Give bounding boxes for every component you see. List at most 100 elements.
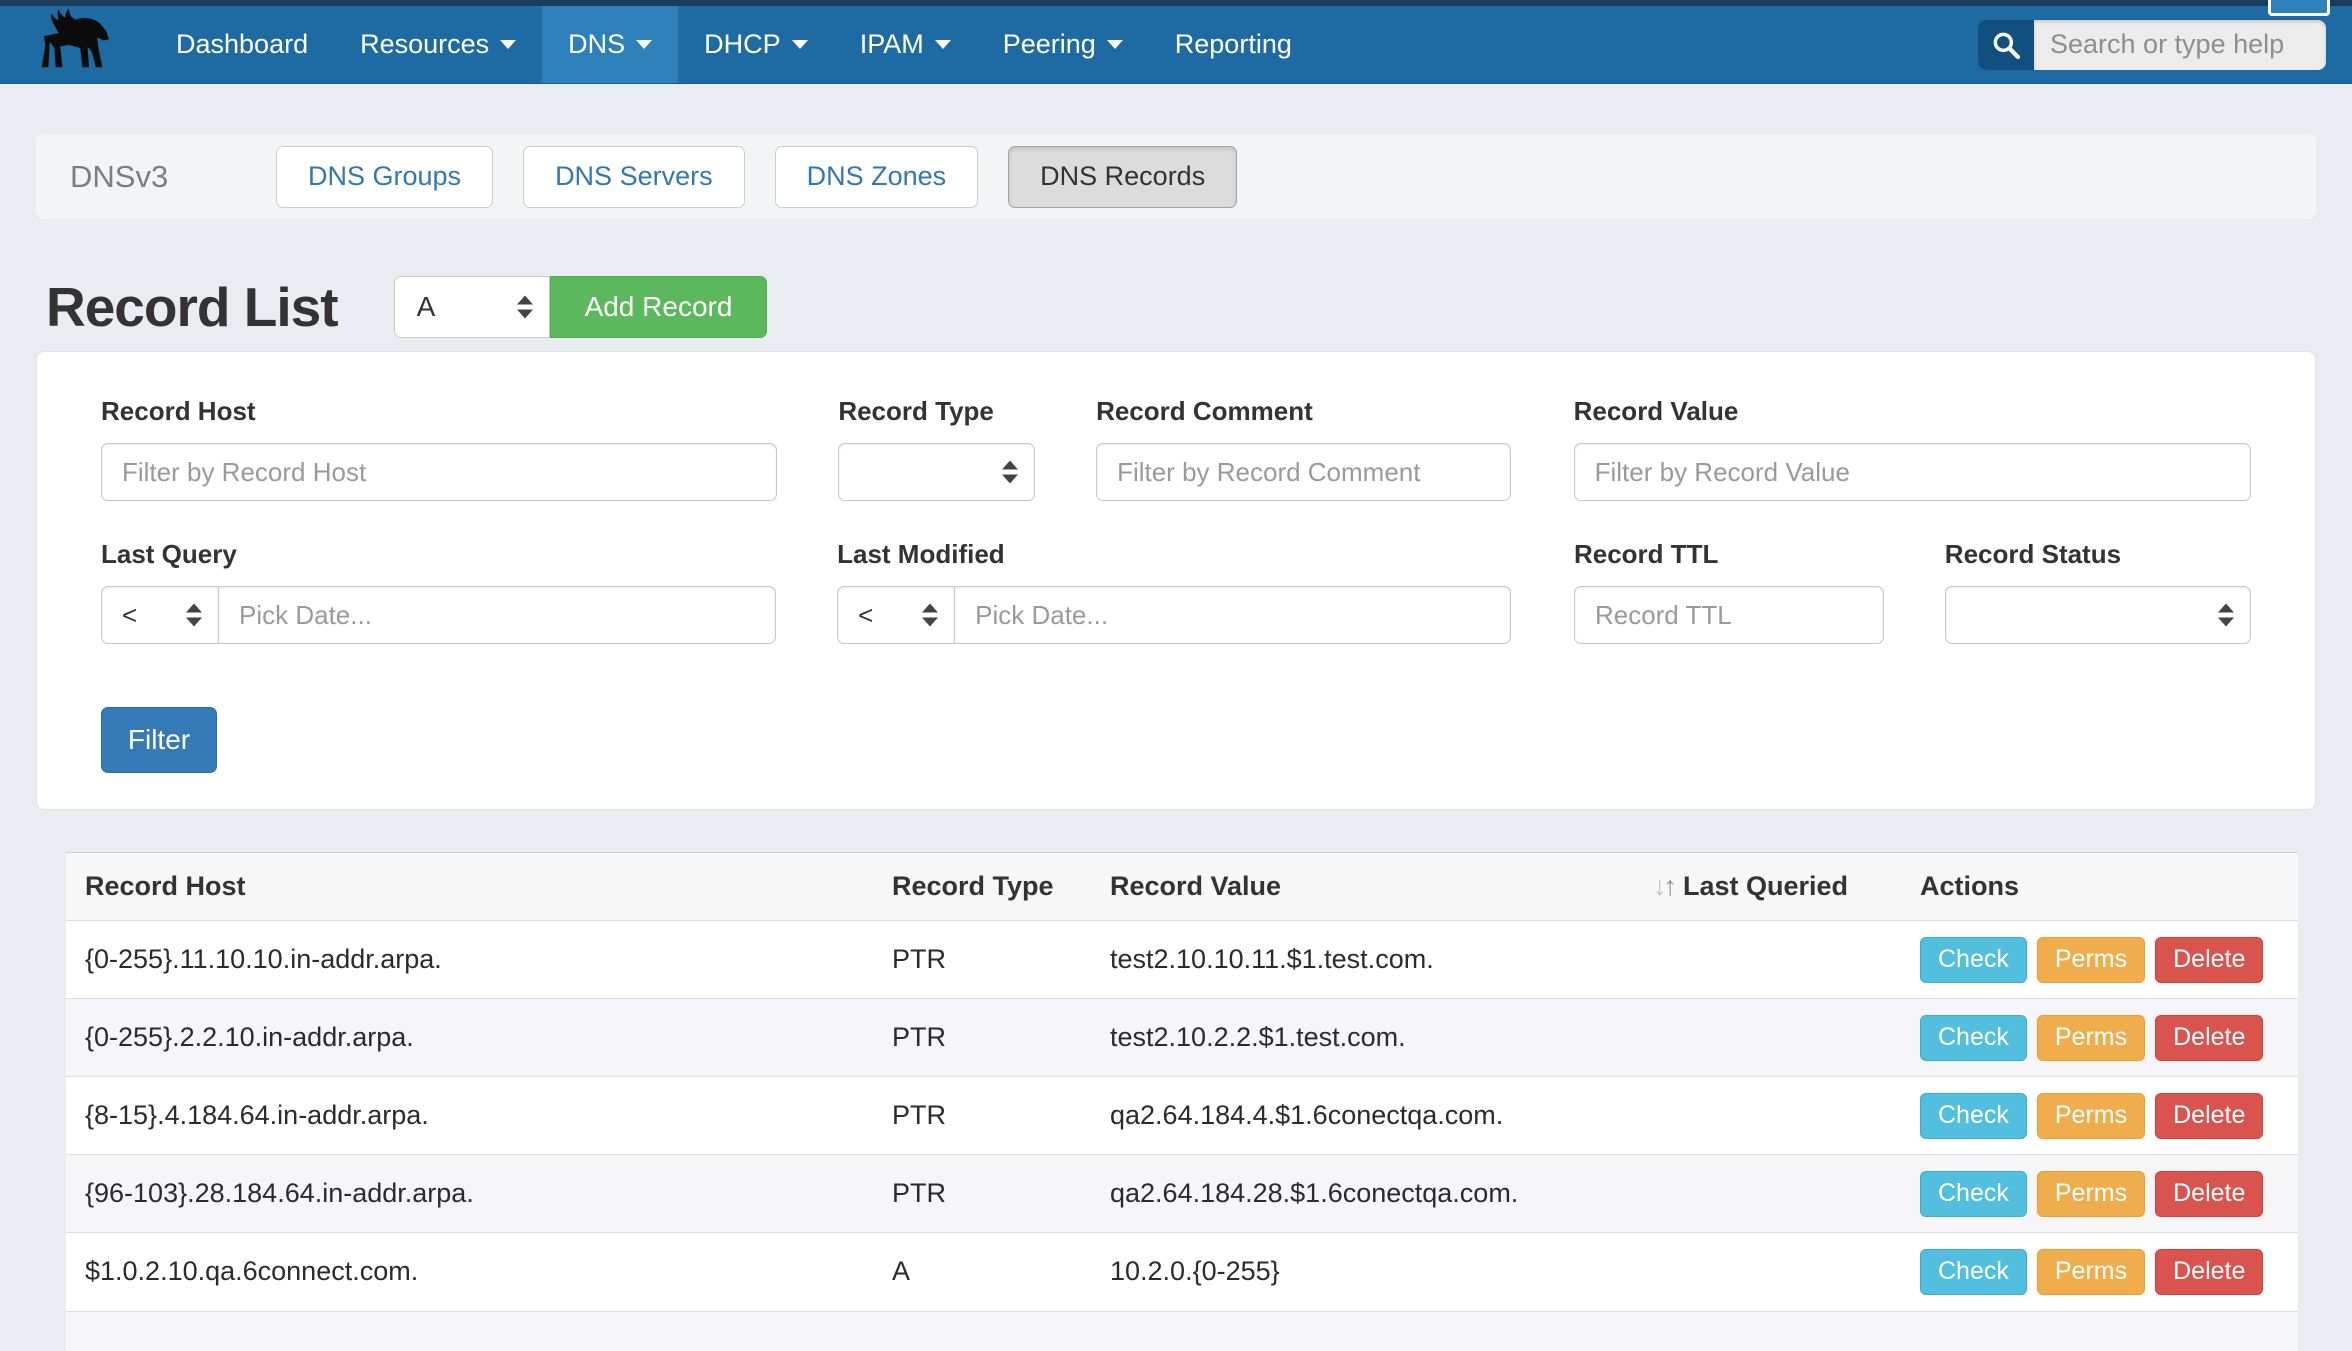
record-list-header: Record List A Add Record [46, 275, 2352, 339]
nav-item-reporting[interactable]: Reporting [1149, 6, 1318, 83]
check-button[interactable]: Check [1920, 936, 2027, 983]
header-actions: Actions [1920, 852, 2298, 921]
table-row: {0-255}.11.10.10.in-addr.arpa. PTR test2.1… [66, 920, 2298, 999]
search-input[interactable] [2034, 19, 2326, 70]
last-modified-operator-select[interactable]: < [837, 586, 956, 644]
record-type-selected: A [416, 291, 436, 322]
record-value-cell: qa2.64.184.4.$1.6conectqa.com. [1110, 1076, 1653, 1155]
header-record-host: Record Host [66, 852, 892, 921]
tab-dns-zones[interactable]: DNS Zones [774, 145, 979, 208]
record-status-label: Record Status [1944, 539, 2122, 569]
record-host-filter-input[interactable] [101, 443, 778, 501]
dnsv3-subnav: DNSv3 DNS Groups DNS Servers DNS Zones DNS … [36, 134, 2316, 219]
chevron-down-icon [500, 40, 517, 49]
records-tbody: {0-255}.11.10.10.in-addr.arpa. PTR test2.1… [66, 920, 2298, 1311]
tab-dns-records[interactable]: DNS Records [1008, 145, 1238, 208]
last-query-operator-select[interactable]: < [101, 586, 219, 644]
subnav-tabs: DNS Groups DNS Servers DNS Zones DNS Record… [276, 145, 1238, 208]
last-queried-cell [1653, 998, 1920, 1077]
delete-button[interactable]: Delete [2155, 1170, 2264, 1217]
add-record-button[interactable]: Add Record [549, 276, 768, 338]
nav-item-label: DHCP [704, 29, 781, 59]
select-arrows-icon [186, 603, 202, 627]
check-button[interactable]: Check [1920, 1014, 2027, 1061]
moose-logo[interactable] [0, 6, 150, 83]
select-arrows-icon [2218, 603, 2235, 627]
check-button[interactable]: Check [1920, 1170, 2027, 1217]
sort-ascending-icon: ↑ [1663, 871, 1678, 901]
nav-item-label: Peering [1002, 29, 1096, 59]
record-type-cell: PTR [892, 1076, 1110, 1155]
select-arrows-icon [922, 603, 939, 627]
check-button[interactable]: Check [1920, 1092, 2027, 1139]
actions-cell: Check Perms Delete [1920, 998, 2298, 1077]
sort-descending-icon: ↓ [1653, 871, 1666, 901]
select-arrows-icon [516, 295, 533, 319]
record-type-select[interactable]: A [393, 276, 550, 338]
last-queried-cell [1653, 920, 1920, 999]
add-record-group: A Add Record [393, 276, 768, 338]
record-host-cell: {0-255}.11.10.10.in-addr.arpa. [66, 920, 892, 999]
actions-cell: Check Perms Delete [1920, 1076, 2298, 1155]
record-value-filter-input[interactable] [1573, 443, 2251, 501]
header-last-queried[interactable]: ↓↑ Last Queried [1653, 852, 1920, 921]
nav-item-dashboard[interactable]: Dashboard [150, 6, 334, 83]
last-queried-cell [1653, 1154, 1920, 1233]
page-title: Record List [46, 276, 339, 338]
delete-button[interactable]: Delete [2155, 936, 2264, 983]
perms-button[interactable]: Perms [2036, 1014, 2146, 1061]
record-type-label: Record Type [838, 396, 994, 426]
perms-button[interactable]: Perms [2036, 1170, 2146, 1217]
delete-button[interactable]: Delete [2155, 1092, 2264, 1139]
nav-item-peering[interactable]: Peering [977, 6, 1149, 83]
table-row: {96-103}.28.184.64.in-addr.arpa. PTR qa2.6… [66, 1154, 2298, 1233]
nav-items: Dashboard Resources DNS DHCP IPAM Peering Repo… [150, 6, 1318, 83]
chevron-down-icon [934, 40, 951, 49]
last-modified-date-input[interactable] [955, 586, 1512, 644]
nav-item-resources[interactable]: Resources [334, 6, 542, 83]
nav-item-dns[interactable]: DNS [542, 6, 679, 83]
record-type-cell: A [892, 1232, 1110, 1311]
chevron-down-icon [1106, 40, 1123, 49]
record-status-filter-select[interactable] [1944, 586, 2252, 644]
filter-button[interactable]: Filter [101, 707, 217, 773]
perms-button[interactable]: Perms [2036, 936, 2146, 983]
table-header-row: Record Host Record Type Record Value ↓↑ L… [66, 852, 2298, 921]
nav-item-label: DNS [568, 29, 626, 59]
record-type-cell: PTR [892, 920, 1110, 999]
search-button[interactable] [1978, 19, 2034, 70]
record-value-cell: 10.2.0.{0-255} [1110, 1232, 1653, 1311]
nav-item-label: Reporting [1174, 29, 1292, 59]
actions-cell: Check Perms Delete [1920, 920, 2298, 999]
delete-button[interactable]: Delete [2155, 1014, 2264, 1061]
nav-item-label: IPAM [859, 29, 924, 59]
search-icon [1993, 32, 2021, 59]
tab-dns-servers[interactable]: DNS Servers [523, 145, 745, 208]
record-value-cell: test2.10.2.2.$1.test.com. [1110, 998, 1653, 1077]
last-queried-cell [1653, 1232, 1920, 1311]
perms-button[interactable]: Perms [2036, 1092, 2146, 1139]
nav-item-dhcp[interactable]: DHCP [678, 6, 834, 83]
check-button[interactable]: Check [1920, 1248, 2027, 1295]
record-host-label: Record Host [101, 396, 256, 426]
header-record-value: Record Value [1110, 852, 1653, 921]
moose-icon [41, 8, 110, 67]
header-record-type: Record Type [892, 852, 1110, 921]
last-modified-operator-value: < [858, 599, 874, 630]
record-host-cell: {96-103}.28.184.64.in-addr.arpa. [66, 1154, 892, 1233]
perms-button[interactable]: Perms [2036, 1248, 2146, 1295]
record-ttl-filter-input[interactable] [1573, 586, 1884, 644]
record-comment-filter-input[interactable] [1096, 443, 1511, 501]
record-type-filter-select[interactable] [838, 443, 1036, 501]
filter-panel: Record Host Record Type Record Comment R… [36, 351, 2316, 810]
actions-cell: Check Perms Delete [1920, 1232, 2298, 1311]
select-arrows-icon [1002, 460, 1019, 484]
tab-dns-groups[interactable]: DNS Groups [276, 145, 494, 208]
last-query-date-input[interactable] [219, 586, 776, 644]
delete-button[interactable]: Delete [2155, 1248, 2264, 1295]
table-row: $1.0.2.10.qa.6connect.com. A 10.2.0.{0-255… [66, 1232, 2298, 1311]
record-ttl-label: Record TTL [1573, 539, 1719, 569]
nav-item-ipam[interactable]: IPAM [834, 6, 977, 83]
header-last-queried-label: Last Queried [1683, 871, 1849, 901]
top-right-partial-element [2268, 0, 2330, 16]
